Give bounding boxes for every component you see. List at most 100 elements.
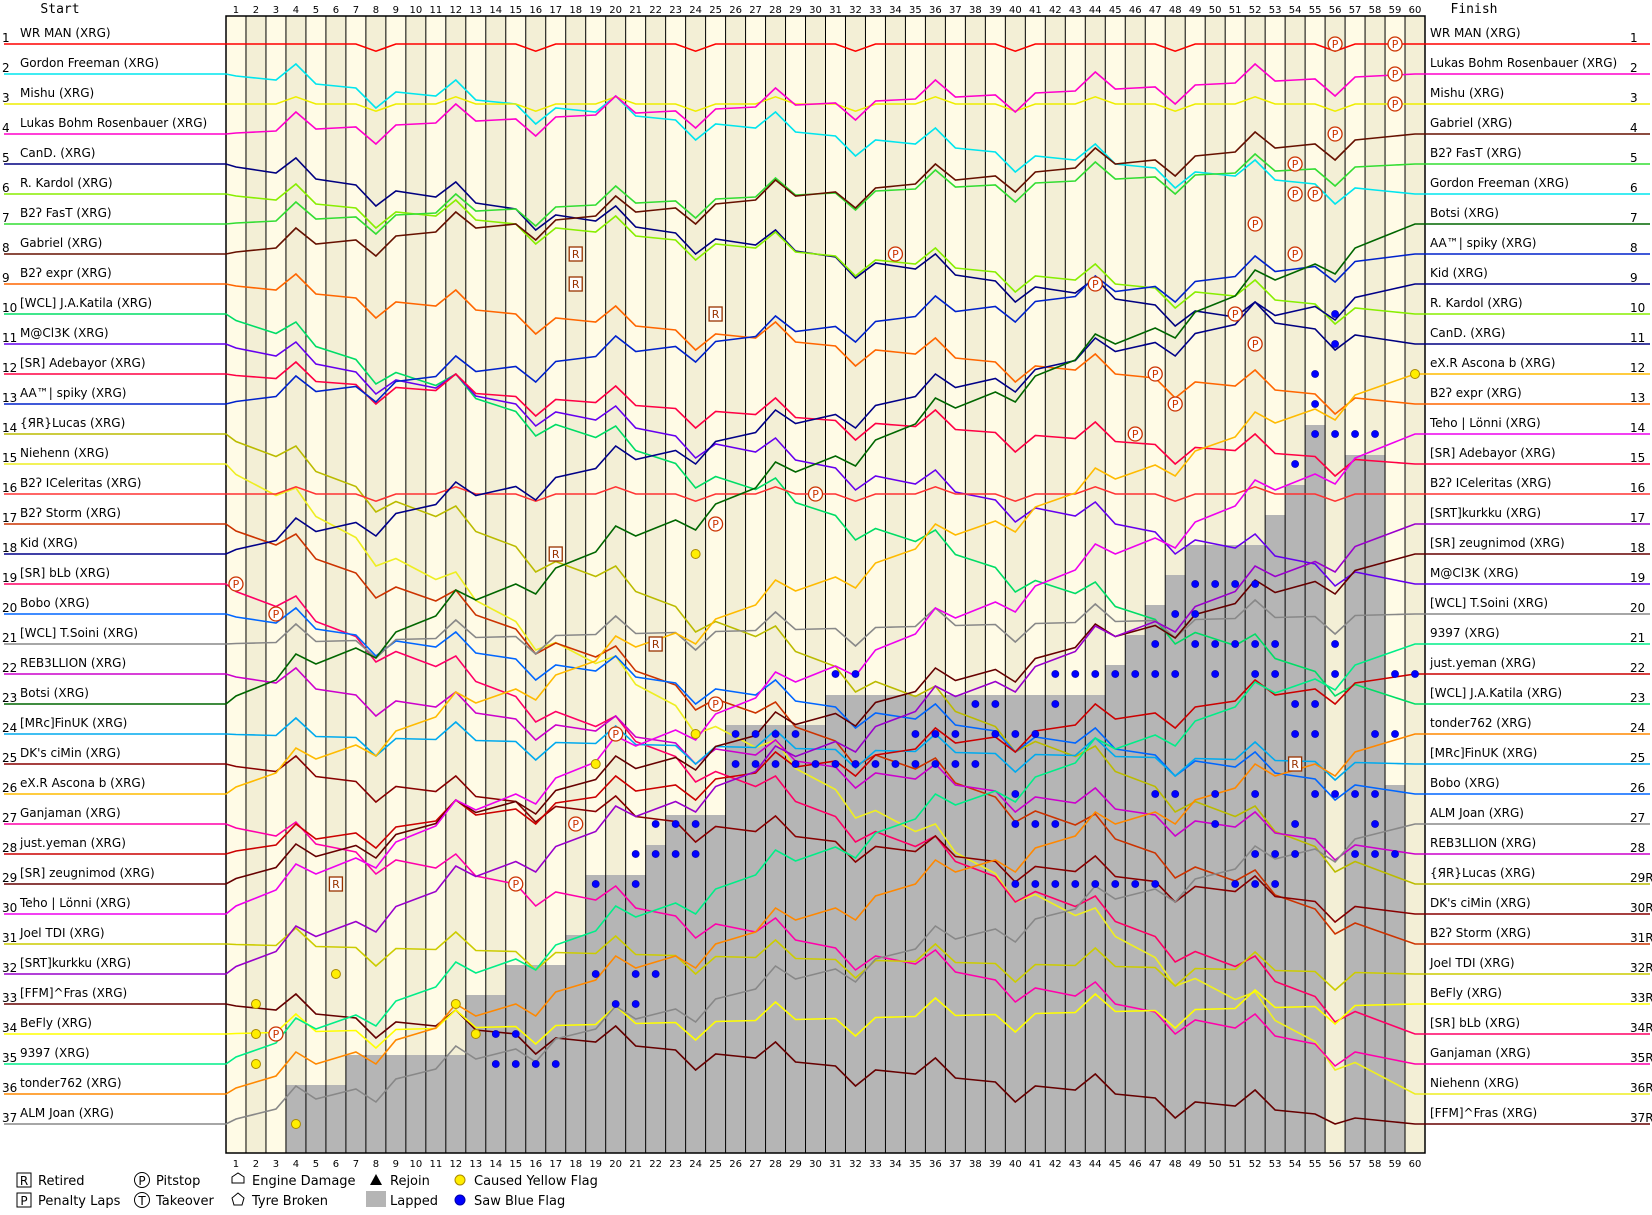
blue-flag-marker: [891, 760, 900, 768]
start-driver-name: Gabriel (XRG): [20, 236, 102, 250]
finish-driver-name: Niehenn (XRG): [1430, 1076, 1519, 1090]
lap-number-top: 53: [1269, 5, 1282, 16]
start-position-number: 11: [2, 331, 17, 345]
lap-number-bottom: 31: [829, 1159, 842, 1170]
lapped-block: [605, 875, 626, 1153]
lap-number-bottom: 6: [333, 1159, 339, 1170]
driver-line: [4, 733, 1650, 1095]
finish-driver-name: Kid (XRG): [1430, 266, 1488, 280]
pitstop-marker-label: P: [1172, 398, 1179, 411]
lap-number-top: 16: [529, 5, 542, 16]
blue-flag-marker: [1371, 850, 1379, 858]
blue-flag-marker: [1391, 850, 1399, 858]
blue-flag-marker: [1211, 640, 1220, 648]
finish-position-number: 18: [1630, 541, 1645, 555]
start-driver-name: Botsi (XRG): [20, 686, 89, 700]
lap-column: [605, 16, 626, 1153]
blue-flag-marker: [1251, 640, 1260, 648]
finish-position-number: 23: [1630, 691, 1645, 705]
lap-number-bottom: 17: [549, 1159, 562, 1170]
lap-number-top: 47: [1149, 5, 1162, 16]
start-driver-name: R. Kardol (XRG): [20, 176, 113, 190]
lap-number-top: 9: [393, 5, 399, 16]
lapped-block: [405, 1055, 426, 1153]
lap-number-bottom: 40: [1009, 1159, 1022, 1170]
blue-flag-marker: [991, 730, 1000, 738]
lapped-block: [725, 725, 746, 1153]
lapped-block: [625, 875, 646, 1153]
lap-number-bottom: 11: [429, 1159, 442, 1170]
lap-number-bottom: 35: [909, 1159, 922, 1170]
lap-number-top: 40: [1009, 5, 1022, 16]
blue-flag-marker: [1371, 820, 1379, 828]
lap-number-bottom: 14: [489, 1159, 502, 1170]
finish-driver-name: B2ʔ FasT (XRG): [1430, 146, 1522, 160]
start-driver-name: just.yeman (XRG): [19, 836, 126, 850]
start-position-number: 23: [2, 691, 17, 705]
blue-flag-marker: [1411, 670, 1419, 678]
blue-flag-marker: [1331, 790, 1339, 798]
start-driver-name: B2ʔ FasT (XRG): [20, 206, 112, 220]
rejoin-icon: [370, 1174, 382, 1185]
lap-number-top: 21: [629, 5, 642, 16]
start-position-number: 21: [2, 631, 17, 645]
lap-number-top: 30: [809, 5, 822, 16]
start-driver-name: BeFly (XRG): [20, 1016, 92, 1030]
legend-icon-letter: R: [20, 1174, 28, 1188]
lap-number-bottom: 39: [989, 1159, 1002, 1170]
start-position-number: 32: [2, 961, 17, 975]
lap-number-top: 27: [749, 5, 762, 16]
lap-number-bottom: 51: [1229, 1159, 1242, 1170]
start-driver-name: AA™| spiky (XRG): [20, 386, 126, 400]
finish-position-number: 6: [1630, 181, 1638, 195]
blue-flag-marker: [1131, 670, 1140, 678]
lap-number-top: 33: [869, 5, 882, 16]
retired-marker: [568, 246, 583, 262]
driver-line: [4, 223, 1650, 705]
finish-driver-name: [SR] zeugnimod (XRG): [1430, 536, 1565, 550]
lapped-block: [1105, 665, 1126, 1153]
finish-position-number: 15: [1630, 451, 1645, 465]
finish-position-number: 2: [1630, 61, 1638, 75]
lap-number-bottom: 10: [409, 1159, 422, 1170]
lapped-block: [385, 1055, 406, 1153]
lap-number-top: 20: [609, 5, 622, 16]
pitstop-marker-label: P: [1332, 38, 1339, 51]
finish-driver-name: B2ʔ ICeleritas (XRG): [1430, 476, 1551, 490]
start-driver-name: [SR] bLb (XRG): [20, 566, 110, 580]
pitstop-marker-label: P: [712, 698, 719, 711]
pitstop-marker: [1167, 396, 1183, 412]
blue-flag-marker: [931, 760, 940, 768]
lap-number-top: 3: [273, 5, 279, 16]
lap-number-bottom: 48: [1169, 1159, 1182, 1170]
lapped-block: [1085, 695, 1106, 1153]
finish-position-number: 37R: [1630, 1111, 1652, 1125]
lapped-block: [705, 815, 726, 1153]
blue-flag-marker: [1271, 850, 1280, 858]
lap-number-bottom: 53: [1269, 1159, 1282, 1170]
start-position-number: 14: [2, 421, 17, 435]
lap-number-bottom: 28: [769, 1159, 782, 1170]
lap-number-top: 13: [469, 5, 482, 16]
blue-flag-marker: [631, 880, 640, 888]
lap-number-bottom: 21: [629, 1159, 642, 1170]
lapped-block: [305, 1085, 326, 1153]
legend-box-icon: [16, 1192, 32, 1208]
driver-line: [4, 606, 1650, 802]
retired-marker: [568, 276, 583, 292]
lap-number-top: 51: [1229, 5, 1242, 16]
blue-flag-marker: [1231, 580, 1240, 588]
lap-number-top: 10: [409, 5, 422, 16]
lap-number-top: 32: [849, 5, 862, 16]
lapped-block: [565, 935, 586, 1153]
lapped-block: [745, 725, 766, 1153]
blue-flag-marker: [1211, 790, 1220, 798]
driver-line: [4, 313, 1650, 705]
lap-number-bottom: 9: [393, 1159, 399, 1170]
driver-line: [4, 673, 1650, 855]
finish-driver-name: AA™| spiky (XRG): [1430, 236, 1536, 250]
lap-column: [565, 16, 586, 1153]
tyre-broken-icon: [231, 1192, 245, 1206]
start-position-number: 28: [2, 841, 17, 855]
lap-number-bottom: 58: [1369, 1159, 1382, 1170]
